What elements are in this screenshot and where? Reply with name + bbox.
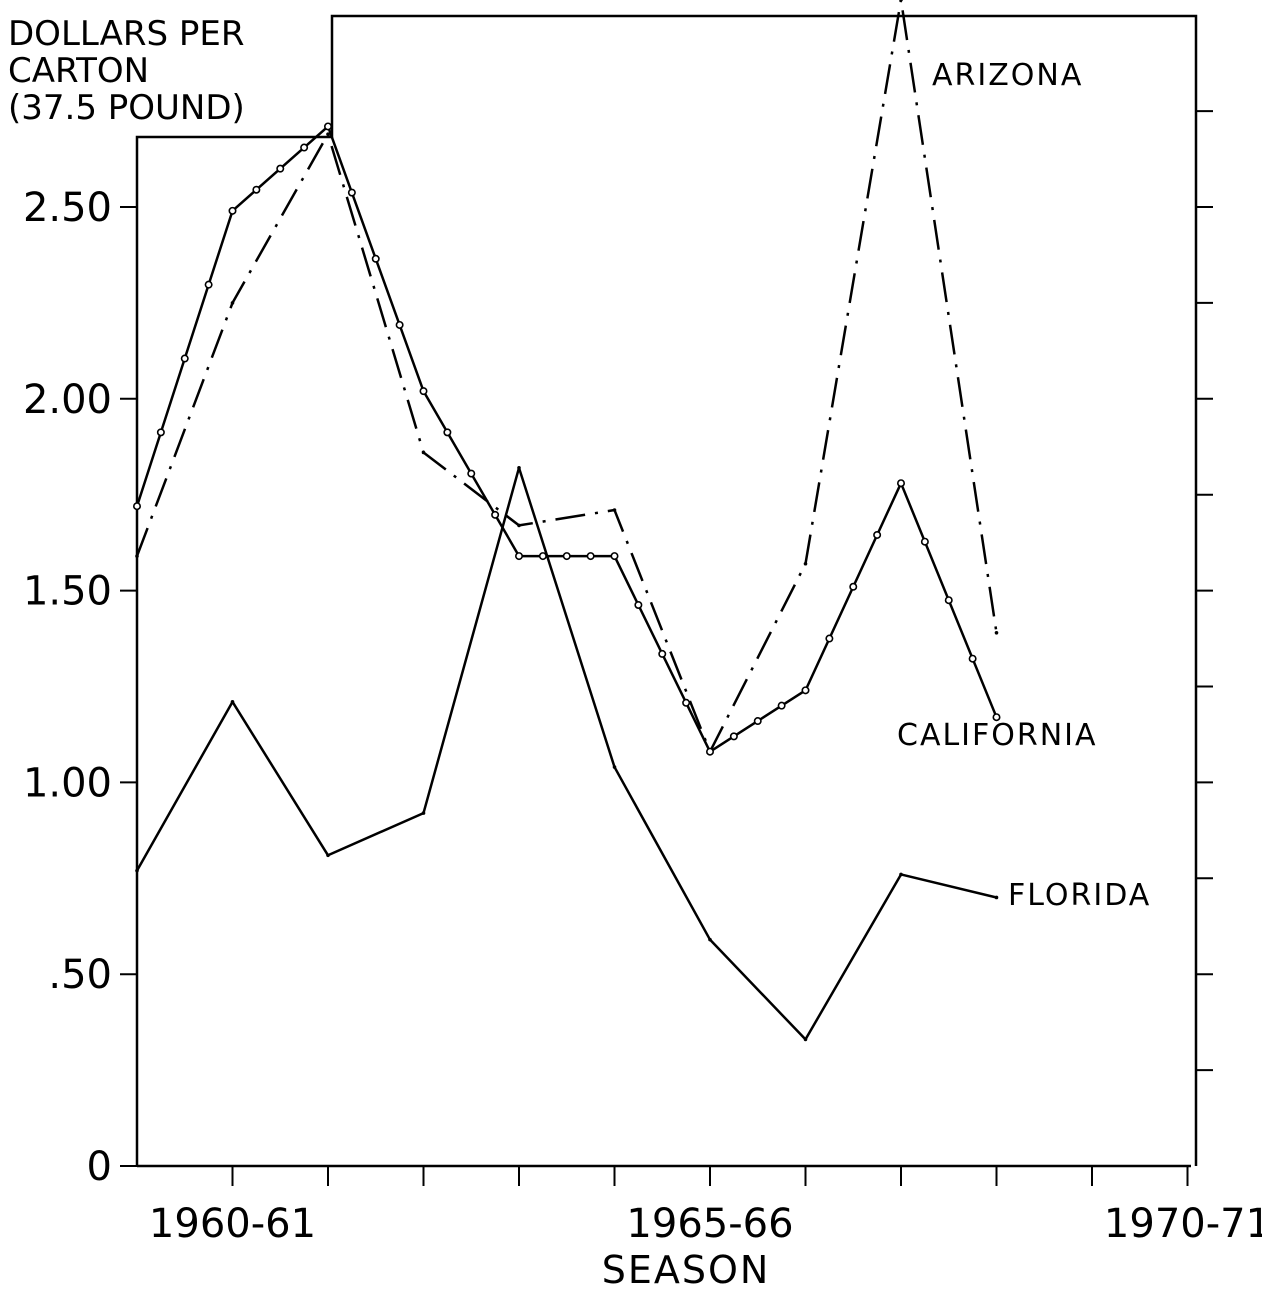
y-axis: 0 .50 1.00 1.50 2.00 2.50 [23,110,1213,1190]
x-tick-label: 1970-71 [1104,1201,1262,1247]
marker-california [562,552,571,561]
data-point-florida [517,466,521,470]
y-tick-label: 1.50 [23,569,112,615]
marker-california [658,649,667,658]
marker-california [228,206,237,215]
data-point-florida [899,872,903,877]
data-point-florida [708,937,712,942]
marker-california [729,732,738,741]
plot-frame [135,14,1198,1168]
marker-california [968,654,977,663]
marker-california [944,596,953,605]
marker-california [777,701,786,710]
marker-california [634,600,643,609]
x-axis: 1960-61 1965-66 1970-71 [149,1166,1262,1247]
marker-california [705,747,714,756]
marker-california [610,552,619,561]
marker-california [371,254,380,263]
marker-california [467,469,476,478]
y-tick-label: 2.00 [23,377,112,423]
marker-california [586,552,595,561]
series-layer [133,0,1001,1042]
data-point-florida [230,700,235,704]
x-tick-label: 1965-66 [626,1201,793,1247]
data-point-florida [803,1037,808,1042]
series-label-arizona: ARIZONA [932,58,1083,93]
series-label-florida: FLORIDA [1008,878,1151,913]
data-point-florida [135,868,139,873]
marker-california [491,510,500,519]
data-point-arizona [803,561,808,566]
marker-california [514,552,523,561]
series-label-california: CALIFORNIA [897,718,1098,753]
x-tick-label: 1960-61 [149,1201,316,1247]
data-point-arizona [612,508,617,512]
marker-california [825,634,834,643]
marker-california [133,502,142,511]
marker-california [276,164,285,173]
marker-california [992,713,1001,722]
data-point-arizona [899,0,903,2]
data-point-arizona [135,554,139,558]
marker-california [252,185,261,194]
y-axis-title-line-3: (37.5 POUND) [8,88,245,128]
y-axis-title-line-2: CARTON [8,51,149,91]
marker-california [180,354,189,363]
series-line-florida [135,466,997,1041]
marker-california [419,387,428,396]
marker-california [538,552,547,561]
marker-california [896,479,905,488]
marker-california [323,122,332,131]
data-point-florida [421,811,426,815]
marker-california [873,530,882,539]
data-point-arizona [994,630,999,635]
data-point-arizona [230,301,235,305]
frame-border [135,14,1198,1166]
marker-california [753,717,762,726]
marker-california [347,188,356,197]
data-point-florida [326,853,330,858]
series-line-california [135,125,998,753]
marker-california [443,428,452,437]
marker-california [849,582,858,591]
marker-california [682,698,691,707]
marker-california [156,428,165,437]
marker-california [300,143,309,152]
y-tick-label: 0 [87,1144,112,1190]
y-tick-label: .50 [48,952,112,998]
marker-california [920,537,929,546]
data-point-florida [994,895,999,900]
marker-california [395,320,404,329]
marker-california [801,686,810,695]
y-axis-title-line-1: DOLLARS PER [8,14,245,54]
data-point-arizona [517,523,521,528]
y-tick-label: 1.00 [23,760,112,806]
data-point-arizona [421,450,426,455]
series-line-arizona [135,0,998,753]
data-point-arizona [326,132,330,136]
data-point-florida [612,765,617,769]
x-axis-title: SEASON [602,1248,771,1292]
y-tick-label: 2.50 [23,185,112,231]
marker-california [204,280,213,289]
